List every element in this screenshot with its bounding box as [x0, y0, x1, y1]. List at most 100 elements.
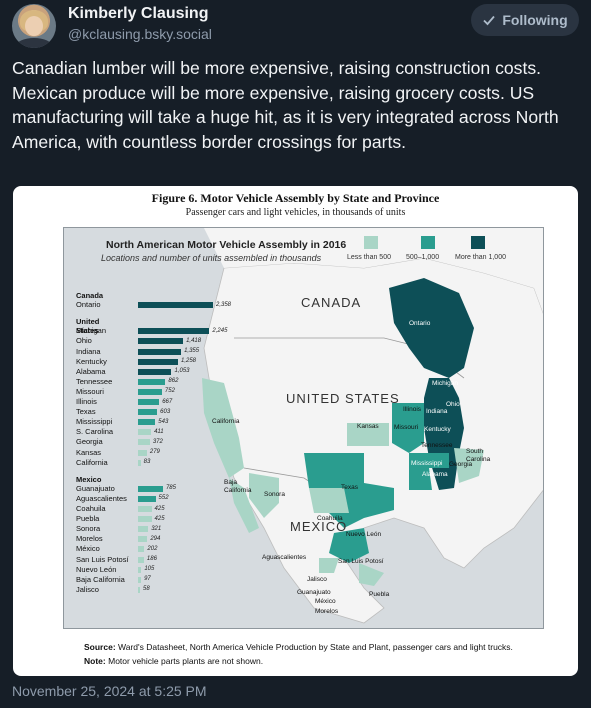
- map-label-missouri: Missouri: [394, 424, 419, 431]
- bar: [138, 302, 213, 309]
- map-label-south-carolina: South Carolina: [466, 448, 491, 463]
- bar-label: Texas: [76, 407, 96, 417]
- missouri-illinois-region: [392, 403, 424, 453]
- figure-title: Figure 6. Motor Vehicle Assembly by Stat…: [151, 191, 440, 205]
- bar-value-label: 1,355: [184, 348, 200, 354]
- bar-group-label: United States: [76, 317, 100, 336]
- bar-label: Kentucky: [76, 356, 107, 366]
- country-label-canada: CANADA: [301, 295, 362, 310]
- post-text: Canadian lumber will be more expensive, …: [12, 58, 559, 152]
- bar-label: Kansas: [76, 447, 102, 457]
- bar-value-label: 83: [143, 459, 151, 466]
- post-timestamp[interactable]: November 25, 2024 at 5:25 PM: [12, 683, 207, 699]
- map-label-morelos: Morelos: [315, 608, 339, 615]
- legend-swatch-high: [471, 236, 485, 249]
- map-label-alabama: Alabama: [422, 471, 448, 478]
- bar: [138, 429, 152, 436]
- bar-label: Baja California: [76, 574, 125, 584]
- map-label-mississippi: Mississippi: [411, 460, 443, 467]
- map-label-california: California: [212, 418, 240, 425]
- sonora-region: [249, 473, 279, 518]
- bar-label: Jalisco: [76, 584, 99, 594]
- bar: [138, 516, 152, 523]
- following-label: Following: [502, 12, 568, 28]
- bar-value-label: 862: [168, 378, 179, 385]
- bar-label: Tennessee: [76, 376, 113, 386]
- author-name[interactable]: Kimberly Clausing: [68, 5, 209, 22]
- author-handle[interactable]: @kclausing.bsky.social: [68, 26, 212, 42]
- map-subtitle: Locations and number of units assembled …: [101, 253, 322, 263]
- bar-value-label: 202: [147, 545, 158, 552]
- figure-subtitle: Passenger cars and light vehicles, in th…: [185, 207, 406, 218]
- bar-label: Aguascalientes: [76, 493, 127, 503]
- map-label-jalisco: Jalisco: [307, 576, 327, 583]
- bar: [138, 409, 158, 416]
- country-label-mexico: MEXICO: [290, 519, 348, 534]
- map-label-coahuila: Coahuila: [317, 515, 343, 522]
- california-region: [202, 378, 244, 478]
- bar-value-label: 425: [154, 515, 165, 522]
- bar-label: Puebla: [76, 514, 100, 524]
- map-label-michigan: Michigan: [432, 380, 459, 387]
- map-label-nuevo-leon: Nuevo León: [346, 531, 382, 538]
- bar: [138, 459, 141, 466]
- bar: [138, 419, 156, 426]
- map-title: North American Motor Vehicle Assembly in…: [106, 239, 347, 251]
- bar: [138, 546, 145, 553]
- bar: [138, 338, 184, 345]
- bar-value-label: 667: [162, 398, 173, 405]
- bar-value-label: 1,258: [181, 358, 197, 365]
- bar-label: Alabama: [76, 366, 106, 376]
- following-button[interactable]: Following: [471, 4, 579, 36]
- bar: [138, 358, 178, 365]
- central-mexico-region: [329, 528, 369, 563]
- map-label-texas: Texas: [341, 484, 358, 491]
- map-label-ontario: Ontario: [409, 320, 431, 327]
- post-image-card[interactable]: Figure 6. Motor Vehicle Assembly by Stat…: [13, 186, 578, 676]
- bar: [138, 378, 166, 385]
- bar: [138, 586, 140, 593]
- bar-label: Indiana: [76, 346, 101, 356]
- map-label-georgia: Georgia: [449, 461, 473, 468]
- bar-value-label: 1,053: [174, 368, 190, 375]
- bar-value-label: 411: [154, 428, 164, 435]
- figure-note: Note: Motor vehicle parts plants are not…: [84, 656, 264, 666]
- bar-label: México: [76, 544, 100, 554]
- bar: [138, 388, 162, 395]
- baja-region: [229, 478, 259, 533]
- bar-label: S. Carolina: [76, 427, 114, 437]
- bar-value-label: 2,358: [216, 301, 232, 308]
- jalisco-region: [319, 558, 339, 573]
- bar: [138, 506, 152, 512]
- ontario-region: [389, 278, 474, 378]
- bar-value-label: 425: [154, 505, 165, 512]
- bar-value-label: 294: [150, 535, 161, 542]
- map-label-mexico-state: México: [315, 598, 336, 605]
- map-label-kentucky: Kentucky: [424, 426, 451, 433]
- bar-label: Ontario: [76, 300, 101, 310]
- bar-value-label: 105: [144, 566, 155, 573]
- bar-label: Morelos: [76, 534, 103, 544]
- map-label-baja-california: Baja California: [224, 479, 252, 494]
- legend-swatch-low: [364, 236, 378, 249]
- bar: [138, 566, 142, 573]
- bar-group-label: Canada: [76, 291, 104, 300]
- bar: [138, 495, 156, 502]
- check-icon: [483, 15, 496, 26]
- author-avatar[interactable]: [12, 4, 56, 48]
- bar-value-label: 543: [158, 418, 169, 425]
- legend-label-mid: 500–1,000: [406, 254, 440, 261]
- bar-value-label: 1,418: [186, 337, 202, 344]
- map-label-puebla: Puebla: [369, 591, 390, 598]
- bar-value-label: 279: [149, 449, 160, 455]
- bar-value-label: 58: [143, 586, 150, 593]
- bar-value-label: 552: [158, 495, 169, 502]
- legend-swatch-mid: [421, 236, 435, 249]
- bar-value-label: 603: [160, 408, 171, 415]
- tennessee-region: [409, 453, 449, 468]
- bar-value-label: 785: [165, 485, 176, 492]
- bar: [138, 556, 144, 563]
- map-label-kansas: Kansas: [357, 423, 379, 430]
- bar: [138, 368, 172, 375]
- map-label-guanajuato: Guanajuato: [297, 589, 331, 596]
